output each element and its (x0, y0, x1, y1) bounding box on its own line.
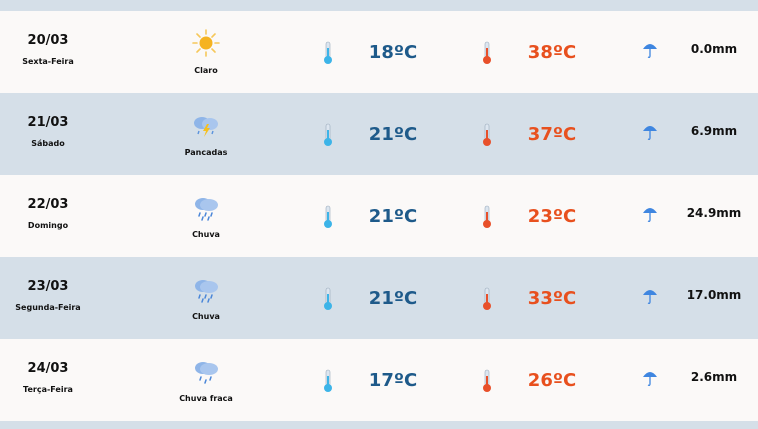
thermometer-cold-icon (323, 123, 333, 147)
light-rain-icon (192, 357, 220, 385)
forecast-row: 21/03 Sábado Pancadas 21ºC 37ºC 6.9mm (0, 93, 758, 175)
thermometer-hot-icon (482, 287, 492, 311)
date: 24/03 (27, 361, 69, 376)
date: 22/03 (27, 197, 69, 212)
precipitation: 24.9mm (686, 206, 742, 220)
thermometer-cold-icon (323, 369, 333, 393)
condition: Chuva (192, 230, 220, 239)
min-temp: 18ºC (368, 42, 418, 63)
condition: Chuva (192, 312, 220, 321)
thunderstorm-icon (192, 111, 220, 139)
min-temp: 21ºC (368, 124, 418, 145)
max-temp: 33ºC (527, 288, 577, 309)
date: 20/03 (27, 33, 69, 48)
weekday: Sábado (31, 139, 65, 148)
forecast-row: 22/03 Domingo Chuva 21ºC 23ºC 24.9mm (0, 175, 758, 257)
date: 21/03 (27, 115, 69, 130)
thermometer-hot-icon (482, 369, 492, 393)
thermometer-hot-icon (482, 123, 492, 147)
umbrella-icon (642, 123, 658, 141)
rain-icon (192, 275, 220, 303)
weekday: Segunda-Feira (15, 303, 81, 312)
precipitation: 17.0mm (686, 288, 742, 302)
thermometer-cold-icon (323, 205, 333, 229)
rain-icon (192, 193, 220, 221)
sun-icon (192, 29, 220, 57)
forecast-row: 24/03 Terça-Feira Chuva fraca 17ºC 26ºC … (0, 339, 758, 421)
max-temp: 23ºC (527, 206, 577, 227)
precipitation: 0.0mm (690, 42, 738, 56)
min-temp: 21ºC (368, 206, 418, 227)
umbrella-icon (642, 287, 658, 305)
condition: Chuva fraca (179, 394, 233, 403)
weekday: Terça-Feira (23, 385, 73, 394)
weekday: Sexta-Feira (22, 57, 74, 66)
max-temp: 26ºC (527, 370, 577, 391)
forecast-row: 23/03 Segunda-Feira Chuva 21ºC 33ºC 17.0… (0, 257, 758, 339)
thermometer-cold-icon (323, 287, 333, 311)
thermometer-hot-icon (482, 205, 492, 229)
forecast-row: 20/03 Sexta-Feira Claro 18ºC 38ºC 0.0mm (0, 11, 758, 93)
min-temp: 21ºC (368, 288, 418, 309)
date: 23/03 (27, 279, 69, 294)
precipitation: 2.6mm (690, 370, 738, 384)
precipitation: 6.9mm (690, 124, 738, 138)
umbrella-icon (642, 205, 658, 223)
umbrella-icon (642, 41, 658, 59)
min-temp: 17ºC (368, 370, 418, 391)
thermometer-cold-icon (323, 41, 333, 65)
condition: Claro (194, 66, 218, 75)
thermometer-hot-icon (482, 41, 492, 65)
weekday: Domingo (27, 221, 69, 230)
condition: Pancadas (184, 148, 228, 157)
umbrella-icon (642, 369, 658, 387)
max-temp: 38ºC (527, 42, 577, 63)
max-temp: 37ºC (527, 124, 577, 145)
